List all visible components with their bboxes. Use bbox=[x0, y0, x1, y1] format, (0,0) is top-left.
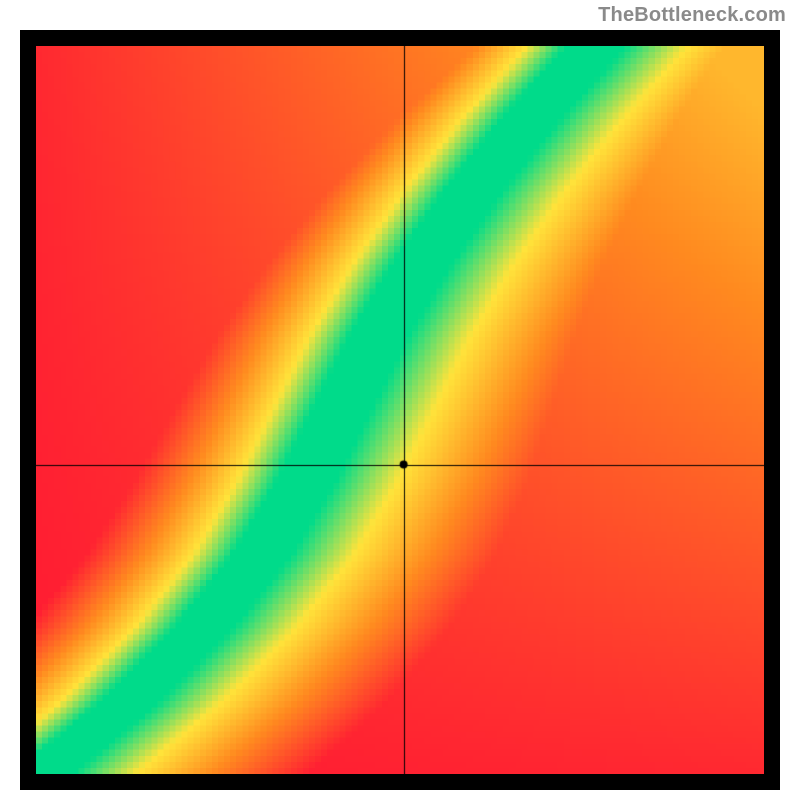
plot-frame bbox=[20, 30, 780, 790]
watermark-text: TheBottleneck.com bbox=[598, 4, 786, 27]
crosshair-overlay bbox=[36, 46, 764, 774]
